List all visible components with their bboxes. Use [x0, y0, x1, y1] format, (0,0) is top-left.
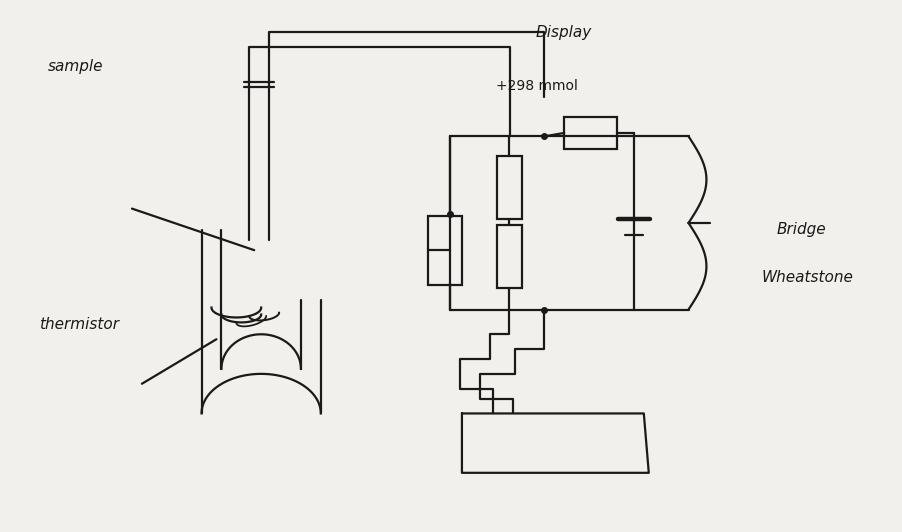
Bar — [496, 156, 521, 219]
Text: Bridge: Bridge — [776, 222, 825, 237]
Bar — [428, 215, 462, 285]
Text: sample: sample — [48, 59, 103, 74]
Text: Display: Display — [535, 25, 591, 40]
Text: Wheatstone: Wheatstone — [760, 270, 852, 285]
Bar — [564, 117, 616, 149]
Bar — [496, 226, 521, 288]
Text: thermistor: thermistor — [39, 317, 118, 332]
Text: +298 mmol: +298 mmol — [495, 79, 577, 93]
